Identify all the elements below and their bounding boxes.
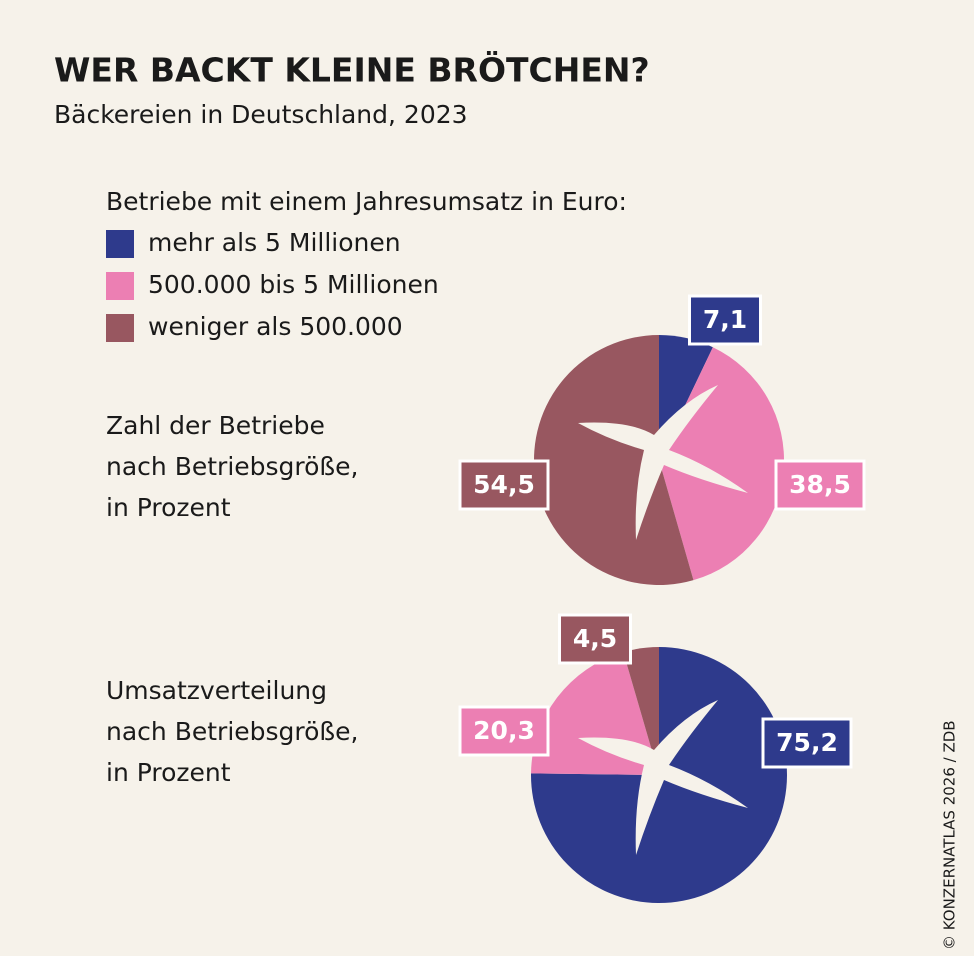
value-label: 4,5 [573,624,617,653]
legend-title: Betriebe mit einem Jahresumsatz in Euro: [106,187,627,216]
pie-label: nach Betriebsgröße, [106,717,359,746]
value-box [458,459,550,511]
legend-label: mehr als 5 Millionen [148,228,401,257]
value-box [558,613,632,665]
pie-label: Umsatzverteilung [106,676,327,705]
value-box [774,459,866,511]
legend-label: weniger als 500.000 [148,312,403,341]
credit: © KONZERNATLAS 2026 / ZDB [941,720,959,950]
value-label: 7,1 [703,305,747,334]
legend-swatch [106,314,134,342]
value-box [688,294,762,346]
pie-label: Zahl der Betriebe [106,411,325,440]
pie-label: in Prozent [106,758,231,787]
value-label: 38,5 [789,470,851,499]
pie-slice [534,335,694,585]
value-label: 75,2 [776,728,838,757]
logo-bird [578,385,748,540]
legend-label: 500.000 bis 5 Millionen [148,270,439,299]
legend-swatch [106,230,134,258]
value-label: 54,5 [473,470,535,499]
pie-label: nach Betriebsgröße, [106,452,359,481]
value-label: 20,3 [473,716,535,745]
value-box [458,705,550,757]
value-box [761,717,853,769]
pie-slice [623,647,659,775]
logo-bird [578,700,748,855]
pie-label: in Prozent [106,493,231,522]
title: WER BACKT KLEINE BRÖTCHEN? [54,50,650,90]
subtitle: Bäckereien in Deutschland, 2023 [54,100,468,129]
legend-swatch [106,272,134,300]
